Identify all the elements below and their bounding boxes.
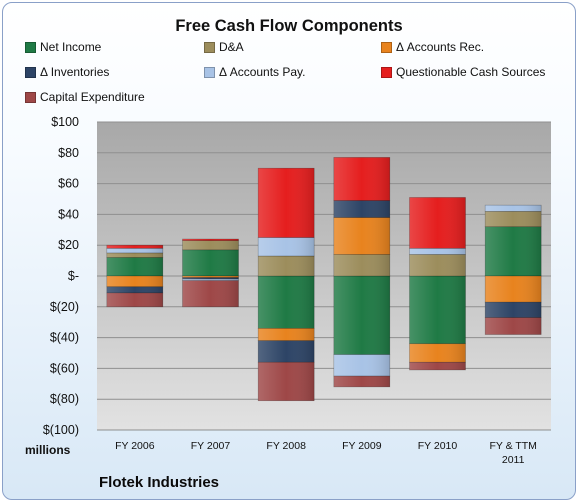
bar-capital-expenditure bbox=[484, 317, 542, 335]
bar-delta-inventories bbox=[484, 301, 542, 318]
y-tick-label: $40 bbox=[58, 207, 79, 221]
bar-d-a bbox=[409, 254, 466, 277]
bar-delta-accounts-rec bbox=[106, 275, 164, 288]
legend-label: Δ Accounts Pay. bbox=[219, 65, 306, 79]
y-tick-label: $- bbox=[68, 269, 79, 283]
bar-capital-expenditure bbox=[106, 292, 164, 308]
bar-d-a bbox=[484, 211, 542, 228]
legend-swatch bbox=[381, 66, 392, 78]
legend-swatch bbox=[381, 41, 392, 53]
bar-delta-accounts-pay bbox=[106, 247, 164, 254]
legend-item-delta-accounts-rec: Δ Accounts Rec. bbox=[381, 40, 484, 54]
bar-delta-accounts-pay bbox=[257, 237, 315, 257]
bar-delta-accounts-pay bbox=[409, 247, 466, 255]
y-tick-label: $(60) bbox=[50, 361, 79, 375]
x-tick-label: FY 2009 bbox=[342, 440, 382, 452]
y-tick-label: $60 bbox=[58, 177, 79, 191]
bar-questionable-cash-sources bbox=[182, 238, 239, 241]
bar-delta-accounts-rec bbox=[333, 217, 391, 255]
bar-questionable-cash-sources bbox=[333, 157, 391, 201]
legend-label: Net Income bbox=[40, 40, 102, 54]
legend-swatch bbox=[204, 41, 215, 53]
legend-item-d-a: D&A bbox=[204, 40, 244, 54]
legend-label: Δ Inventories bbox=[40, 65, 110, 79]
bar-d-a bbox=[257, 255, 315, 277]
legend-label: Δ Accounts Rec. bbox=[396, 40, 485, 54]
bar-capital-expenditure bbox=[333, 375, 391, 388]
bar-delta-accounts-pay bbox=[333, 354, 391, 377]
y-tick-label: $20 bbox=[58, 238, 79, 252]
bar-delta-accounts-rec bbox=[484, 275, 542, 303]
legend-label: Capital Expenditure bbox=[40, 90, 145, 104]
chart-title: Free Cash Flow Components bbox=[175, 17, 403, 35]
y-tick-label: $(100) bbox=[43, 423, 79, 437]
legend-swatch bbox=[25, 41, 36, 53]
x-tick-label: FY 2010 bbox=[418, 440, 458, 452]
bar-delta-accounts-rec bbox=[257, 328, 315, 341]
company-name: Flotek Industries bbox=[99, 474, 220, 491]
bar-delta-accounts-rec bbox=[409, 343, 466, 363]
y-tick-label: $(20) bbox=[50, 300, 79, 314]
bar-capital-expenditure bbox=[257, 361, 315, 402]
bar-delta-inventories bbox=[106, 286, 164, 294]
bar-delta-accounts-pay bbox=[484, 204, 542, 212]
legend-label: Questionable Cash Sources bbox=[396, 65, 546, 79]
y-tick-label: $100 bbox=[51, 115, 79, 129]
bar-questionable-cash-sources bbox=[409, 197, 466, 249]
bar-delta-inventories bbox=[333, 200, 391, 218]
bar-capital-expenditure bbox=[409, 361, 466, 371]
x-tick-label: FY 2007 bbox=[191, 440, 231, 452]
units-label: millions bbox=[25, 443, 71, 457]
bar-net-income bbox=[409, 275, 466, 345]
bar-capital-expenditure bbox=[182, 280, 239, 308]
x-tick-label: FY & TTM 2011 bbox=[489, 440, 536, 466]
legend-swatch bbox=[25, 66, 36, 78]
legend-item-delta-inventories: Δ Inventories bbox=[25, 65, 109, 79]
bar-net-income bbox=[333, 275, 391, 355]
bar-net-income bbox=[106, 257, 164, 277]
plot-area: $100 $80 $60 $40 $20 $- $(20) $(40) $(60) $(80) $(… bbox=[43, 115, 551, 466]
bar-net-income bbox=[484, 226, 542, 277]
legend-item-capital-expenditure: Capital Expenditure bbox=[25, 90, 145, 104]
bar-d-a bbox=[182, 240, 239, 251]
bar-net-income bbox=[257, 275, 315, 329]
legend-swatch bbox=[204, 66, 215, 78]
legend-item-net-income: Net Income bbox=[25, 40, 101, 54]
legend-swatch bbox=[25, 91, 36, 103]
bar-delta-inventories bbox=[257, 340, 315, 363]
y-tick-label: $80 bbox=[58, 146, 79, 160]
bar-questionable-cash-sources bbox=[106, 244, 164, 249]
y-tick-label: $(80) bbox=[50, 392, 79, 406]
y-tick-label: $(40) bbox=[50, 331, 79, 345]
bar-d-a bbox=[333, 254, 391, 277]
bar-net-income bbox=[182, 249, 239, 277]
legend-item-questionable-cash-sources: Questionable Cash Sources bbox=[381, 65, 545, 79]
legend-item-delta-accounts-pay: Δ Accounts Pay. bbox=[204, 65, 306, 79]
bar-questionable-cash-sources bbox=[257, 167, 315, 238]
bar-d-a bbox=[106, 252, 164, 258]
x-tick-label: FY 2006 bbox=[115, 440, 155, 452]
x-tick-label: FY 2008 bbox=[266, 440, 306, 452]
legend-label: D&A bbox=[219, 40, 244, 54]
